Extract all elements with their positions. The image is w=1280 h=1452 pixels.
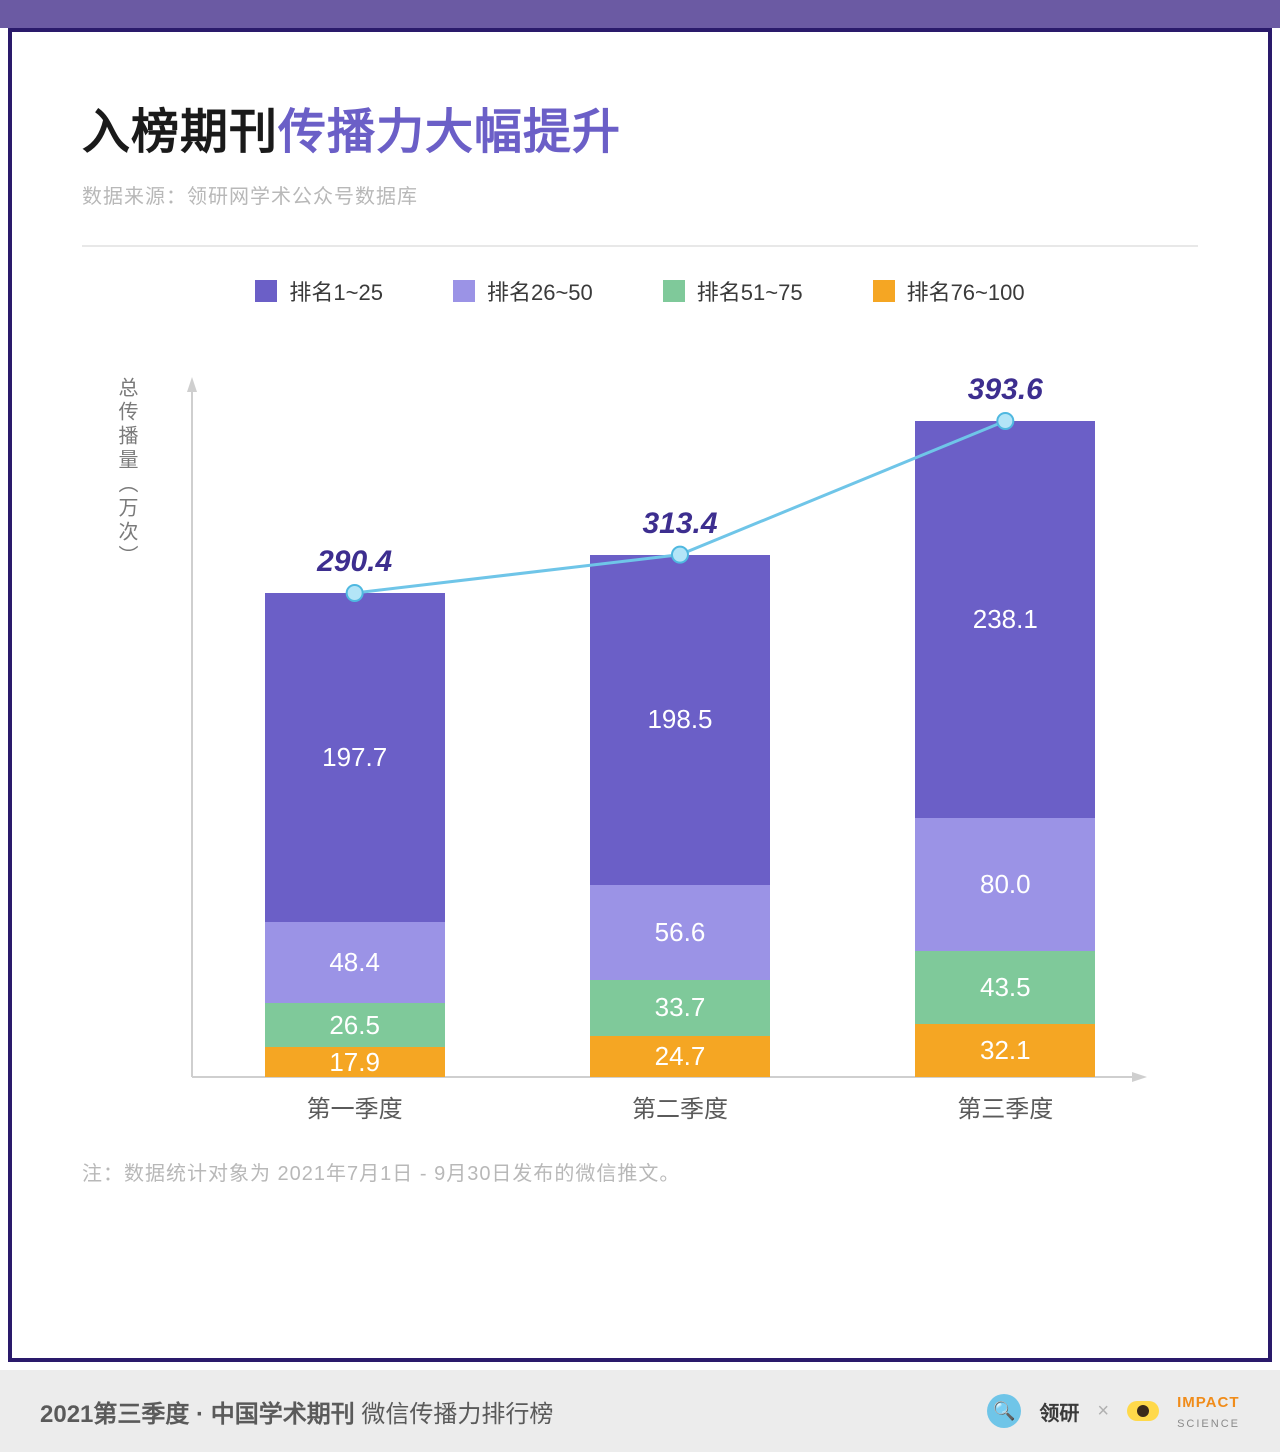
chart-area: 总传播量（万次） 17.926.548.4197.724.733.756.619… <box>132 377 1168 1117</box>
totals-layer: 290.4313.4393.6 <box>192 377 1168 1077</box>
footer-right: 🔍 领研 × IMPACT SCIENCE <box>987 1391 1240 1431</box>
divider <box>82 245 1198 247</box>
logo1-text: 领研 <box>1039 1397 1079 1426</box>
logo1-icon: 🔍 <box>987 1394 1021 1428</box>
title-row: 入榜期刊传播力大幅提升 <box>82 92 1198 162</box>
x-label-2: 第二季度 <box>590 1077 770 1117</box>
legend-label-4: 排名76~100 <box>907 275 1025 307</box>
title-part1: 入榜期刊 <box>82 106 278 159</box>
legend-swatch-1 <box>255 280 277 302</box>
data-source: 数据来源：领研网学术公众号数据库 <box>82 180 1198 209</box>
logo2-pill <box>1127 1401 1159 1421</box>
footer-left-bold: 2021第三季度 · 中国学术期刊 <box>40 1401 355 1428</box>
legend-label-3: 排名51~75 <box>697 275 803 307</box>
legend-label-1: 排名1~25 <box>289 275 383 307</box>
legend-swatch-4 <box>873 280 895 302</box>
legend-item-1: 排名1~25 <box>255 275 383 307</box>
x-labels: 第一季度 第二季度 第三季度 <box>192 1077 1168 1117</box>
total-label: 313.4 <box>580 507 780 541</box>
logo2-dot-icon <box>1137 1405 1149 1417</box>
footer-left: 2021第三季度 · 中国学术期刊 微信传播力排行榜 <box>40 1394 553 1429</box>
footer-separator: × <box>1097 1400 1109 1423</box>
logo2-text: IMPACT SCIENCE <box>1177 1391 1240 1431</box>
title-part2: 传播力大幅提升 <box>278 106 621 159</box>
outer-frame: 入榜期刊传播力大幅提升 数据来源：领研网学术公众号数据库 排名1~25 排名26… <box>0 0 1280 1452</box>
total-label: 290.4 <box>255 545 455 579</box>
legend: 排名1~25 排名26~50 排名51~75 排名76~100 <box>82 275 1198 307</box>
legend-swatch-2 <box>453 280 475 302</box>
footer-bar: 2021第三季度 · 中国学术期刊 微信传播力排行榜 🔍 领研 × IMPACT… <box>0 1370 1280 1452</box>
legend-item-3: 排名51~75 <box>663 275 803 307</box>
y-axis-label: 总传播量（万次） <box>112 377 141 569</box>
x-label-3: 第三季度 <box>915 1077 1095 1117</box>
footer-left-light: 微信传播力排行榜 <box>355 1401 554 1428</box>
main-card: 入榜期刊传播力大幅提升 数据来源：领研网学术公众号数据库 排名1~25 排名26… <box>8 28 1272 1362</box>
legend-swatch-3 <box>663 280 685 302</box>
footnote: 注：数据统计对象为 2021年7月1日 - 9月30日发布的微信推文。 <box>82 1157 1198 1186</box>
logo2-text-main: IMPACT <box>1177 1394 1239 1411</box>
legend-item-4: 排名76~100 <box>873 275 1025 307</box>
x-label-1: 第一季度 <box>265 1077 445 1117</box>
legend-label-2: 排名26~50 <box>487 275 593 307</box>
total-label: 393.6 <box>905 373 1105 407</box>
logo2-text-sub: SCIENCE <box>1177 1418 1240 1430</box>
plot-region: 17.926.548.4197.724.733.756.6198.532.143… <box>192 377 1168 1077</box>
legend-item-2: 排名26~50 <box>453 275 593 307</box>
